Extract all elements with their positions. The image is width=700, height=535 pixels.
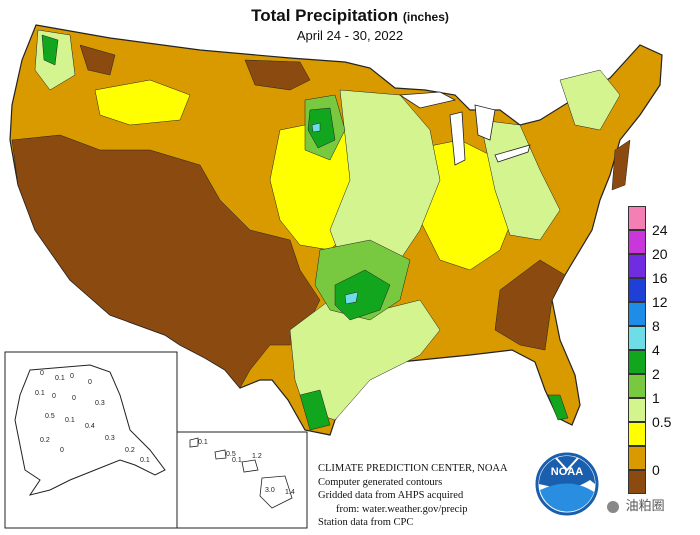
legend-swatch [628,374,646,398]
legend-swatch [628,254,646,278]
hawaii-station-value: 0.5 [226,451,236,458]
legend-swatch [628,206,646,230]
alaska-station-value: 0.2 [125,447,135,454]
dark-green-zone-florida [547,394,569,421]
hawaii-station-value: 1.2 [252,453,262,460]
alaska-outline [14,364,166,496]
lake-superior [398,91,457,109]
alaska-station-value: 0 [72,395,76,402]
legend-swatch [628,326,646,350]
legend-label: 0 [652,462,660,478]
hawaii-station-value: 1.4 [285,489,295,496]
alaska-station-value: 0.3 [105,435,115,442]
legend-label: 0.5 [652,414,672,430]
alaska-station-value: 0.1 [140,457,150,464]
dry-region-nw [79,44,116,76]
noaa-logo: NOAA [535,452,599,516]
legend-swatch [628,422,646,446]
alaska-station-value: 0 [88,379,92,386]
credit-line-5: Station data from CPC [318,517,414,528]
hawaii-station-value: 3.0 [265,487,275,494]
legend-swatch [628,350,646,374]
legend-swatch [628,398,646,422]
dark-green-zone-minnesota [307,107,336,149]
hawaii-island-big [259,475,293,509]
legend-swatch [628,302,646,326]
alaska-station-value: 0 [40,370,44,377]
title-block: Total Precipitation (inches) April 24 - … [200,6,500,43]
legend-swatch [628,278,646,302]
lake-huron [474,104,496,141]
credit-line-2: Computer generated contours [318,476,443,488]
hawaii-station-value: 0.1 [232,457,242,464]
legend-label: 24 [652,222,668,238]
map-subtitle: April 24 - 30, 2022 [296,28,404,43]
alaska-station-value: 0 [52,393,56,400]
dark-green-zone-coast [299,389,331,431]
hawaii-station-value: 0.1 [198,439,208,446]
dry-region-north [244,59,311,91]
map-title-text: Total Precipitation [251,6,399,25]
legend-swatch [628,446,646,470]
legend-swatch [628,470,646,494]
dark-green-zone-texas [334,269,391,321]
alaska-station-value: 0.5 [45,413,55,420]
alaska-station-value: 0.2 [40,437,50,444]
light-green-zone-ohio [479,119,561,241]
hawaii-island-kauai [189,437,199,448]
watermark-text: 油粕圈 [625,498,665,513]
legend-label: 2 [652,366,660,382]
hawaii-station-values: 0.10.5 1.20.13.0 1.4 [198,439,295,496]
dry-region-west [11,134,321,389]
hawaii-island-oahu [214,449,227,460]
credit-line-3: Gridded data from AHPS acquired [318,490,464,501]
alaska-station-value: 0.4 [85,423,95,430]
dry-region-atlantic [611,139,631,191]
watermark: 油粕圈 [604,494,668,515]
precipitation-legend: 24 20 16 12 8 4 2 1 0.5 0 [628,206,698,496]
legend-label: 8 [652,318,660,334]
legend-label: 4 [652,342,660,358]
credit-line-4: from: water.weather.gov/precip [336,503,468,515]
alaska-station-value: 0 [60,447,64,454]
map-title-unit: (inches) [402,10,449,24]
legend-swatch [628,230,646,254]
legend-label: 12 [652,294,668,310]
yellow-zone-north [94,79,191,126]
lake-michigan [449,111,466,166]
credit-block: CLIMATE PREDICTION CENTER, NOAA Computer… [318,462,508,530]
credit-line-1: CLIMATE PREDICTION CENTER, NOAA [318,463,508,474]
legend-label: 1 [652,390,660,406]
alaska-station-value: 0 [70,373,74,380]
hawaii-island-maui [241,459,259,473]
noaa-logo-text: NOAA [551,466,583,478]
alaska-station-value: 0.1 [55,375,65,382]
dark-green-zone-nw [41,34,59,66]
legend-label: 16 [652,270,668,286]
alaska-station-values: 0 0.1 0 0 0.1 0 0 0.3 0.5 0.1 0.4 0.3 0.2 0.1 0.2 0 [35,370,150,464]
cyan-spot-texas [344,291,359,305]
light-green-zone-northeast [559,69,621,131]
lake-erie [494,144,531,163]
alaska-station-value: 0.1 [35,390,45,397]
wechat-icon [607,500,619,513]
dry-region-southeast [494,259,566,351]
alaska-station-value: 0.3 [95,400,105,407]
map-title: Total Precipitation (inches) [200,6,500,26]
legend-label: 20 [652,246,668,262]
alaska-station-value: 0.1 [65,417,75,424]
cyan-spot-dakota [311,122,321,133]
